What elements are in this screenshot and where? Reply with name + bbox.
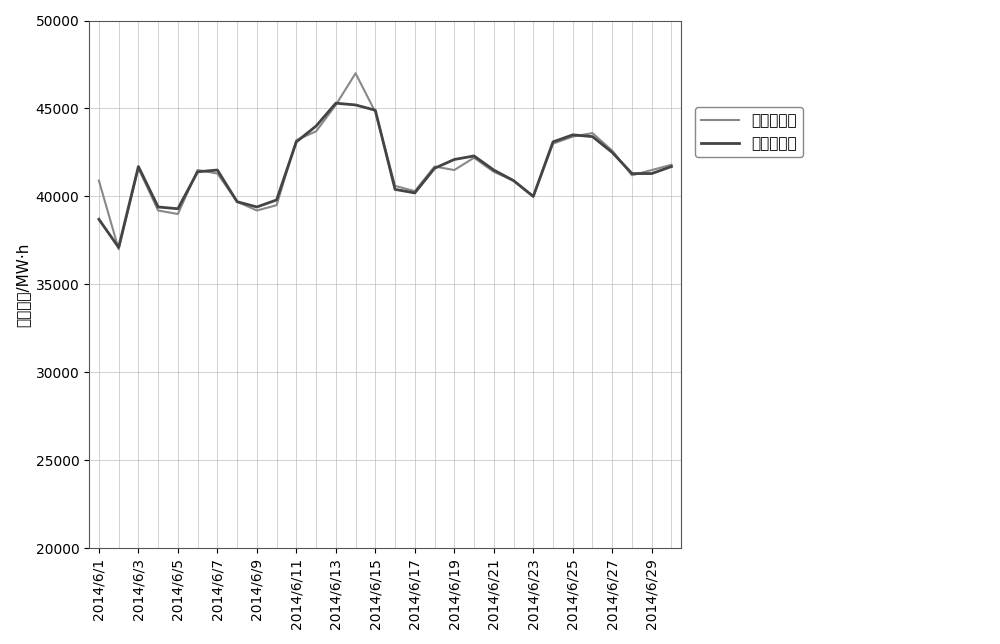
实际用电量: [152, 203, 164, 211]
预测用电量: [271, 202, 283, 209]
预测用电量: [369, 108, 381, 116]
实际用电量: [409, 189, 421, 197]
Legend: 预测用电量, 实际用电量: 预测用电量, 实际用电量: [695, 108, 803, 157]
实际用电量: [369, 106, 381, 114]
实际用电量: [567, 131, 579, 138]
实际用电量: [93, 216, 105, 223]
预测用电量: [132, 164, 144, 172]
实际用电量: [626, 169, 638, 177]
Line: 实际用电量: 实际用电量: [99, 103, 671, 247]
预测用电量: [646, 166, 658, 174]
Y-axis label: 日用电量/MW·h: 日用电量/MW·h: [15, 242, 30, 327]
预测用电量: [547, 140, 559, 147]
预测用电量: [350, 70, 362, 77]
预测用电量: [448, 166, 460, 174]
预测用电量: [231, 198, 243, 205]
预测用电量: [586, 129, 598, 137]
实际用电量: [231, 198, 243, 205]
预测用电量: [152, 207, 164, 214]
实际用电量: [132, 163, 144, 171]
实际用电量: [350, 101, 362, 109]
预测用电量: [211, 169, 223, 177]
预测用电量: [665, 161, 677, 169]
预测用电量: [508, 176, 520, 184]
实际用电量: [251, 203, 263, 211]
预测用电量: [172, 210, 184, 218]
实际用电量: [211, 166, 223, 174]
实际用电量: [606, 149, 618, 156]
预测用电量: [290, 137, 302, 144]
预测用电量: [409, 187, 421, 195]
预测用电量: [389, 182, 401, 190]
预测用电量: [468, 154, 480, 162]
实际用电量: [271, 196, 283, 204]
预测用电量: [567, 133, 579, 140]
预测用电量: [488, 168, 500, 176]
预测用电量: [606, 147, 618, 155]
Line: 预测用电量: 预测用电量: [99, 73, 671, 249]
实际用电量: [665, 163, 677, 171]
实际用电量: [448, 156, 460, 164]
实际用电量: [192, 168, 204, 176]
实际用电量: [488, 166, 500, 174]
预测用电量: [626, 171, 638, 179]
预测用电量: [429, 163, 441, 171]
预测用电量: [113, 245, 125, 253]
预测用电量: [93, 176, 105, 184]
实际用电量: [527, 193, 539, 200]
预测用电量: [192, 166, 204, 174]
实际用电量: [330, 99, 342, 107]
实际用电量: [646, 169, 658, 177]
实际用电量: [429, 164, 441, 172]
实际用电量: [547, 138, 559, 146]
预测用电量: [251, 207, 263, 214]
预测用电量: [310, 128, 322, 135]
实际用电量: [586, 133, 598, 140]
实际用电量: [290, 138, 302, 146]
预测用电量: [330, 101, 342, 109]
实际用电量: [310, 122, 322, 130]
实际用电量: [508, 176, 520, 184]
实际用电量: [113, 243, 125, 251]
实际用电量: [389, 185, 401, 193]
预测用电量: [527, 193, 539, 200]
实际用电量: [468, 152, 480, 160]
实际用电量: [172, 205, 184, 213]
